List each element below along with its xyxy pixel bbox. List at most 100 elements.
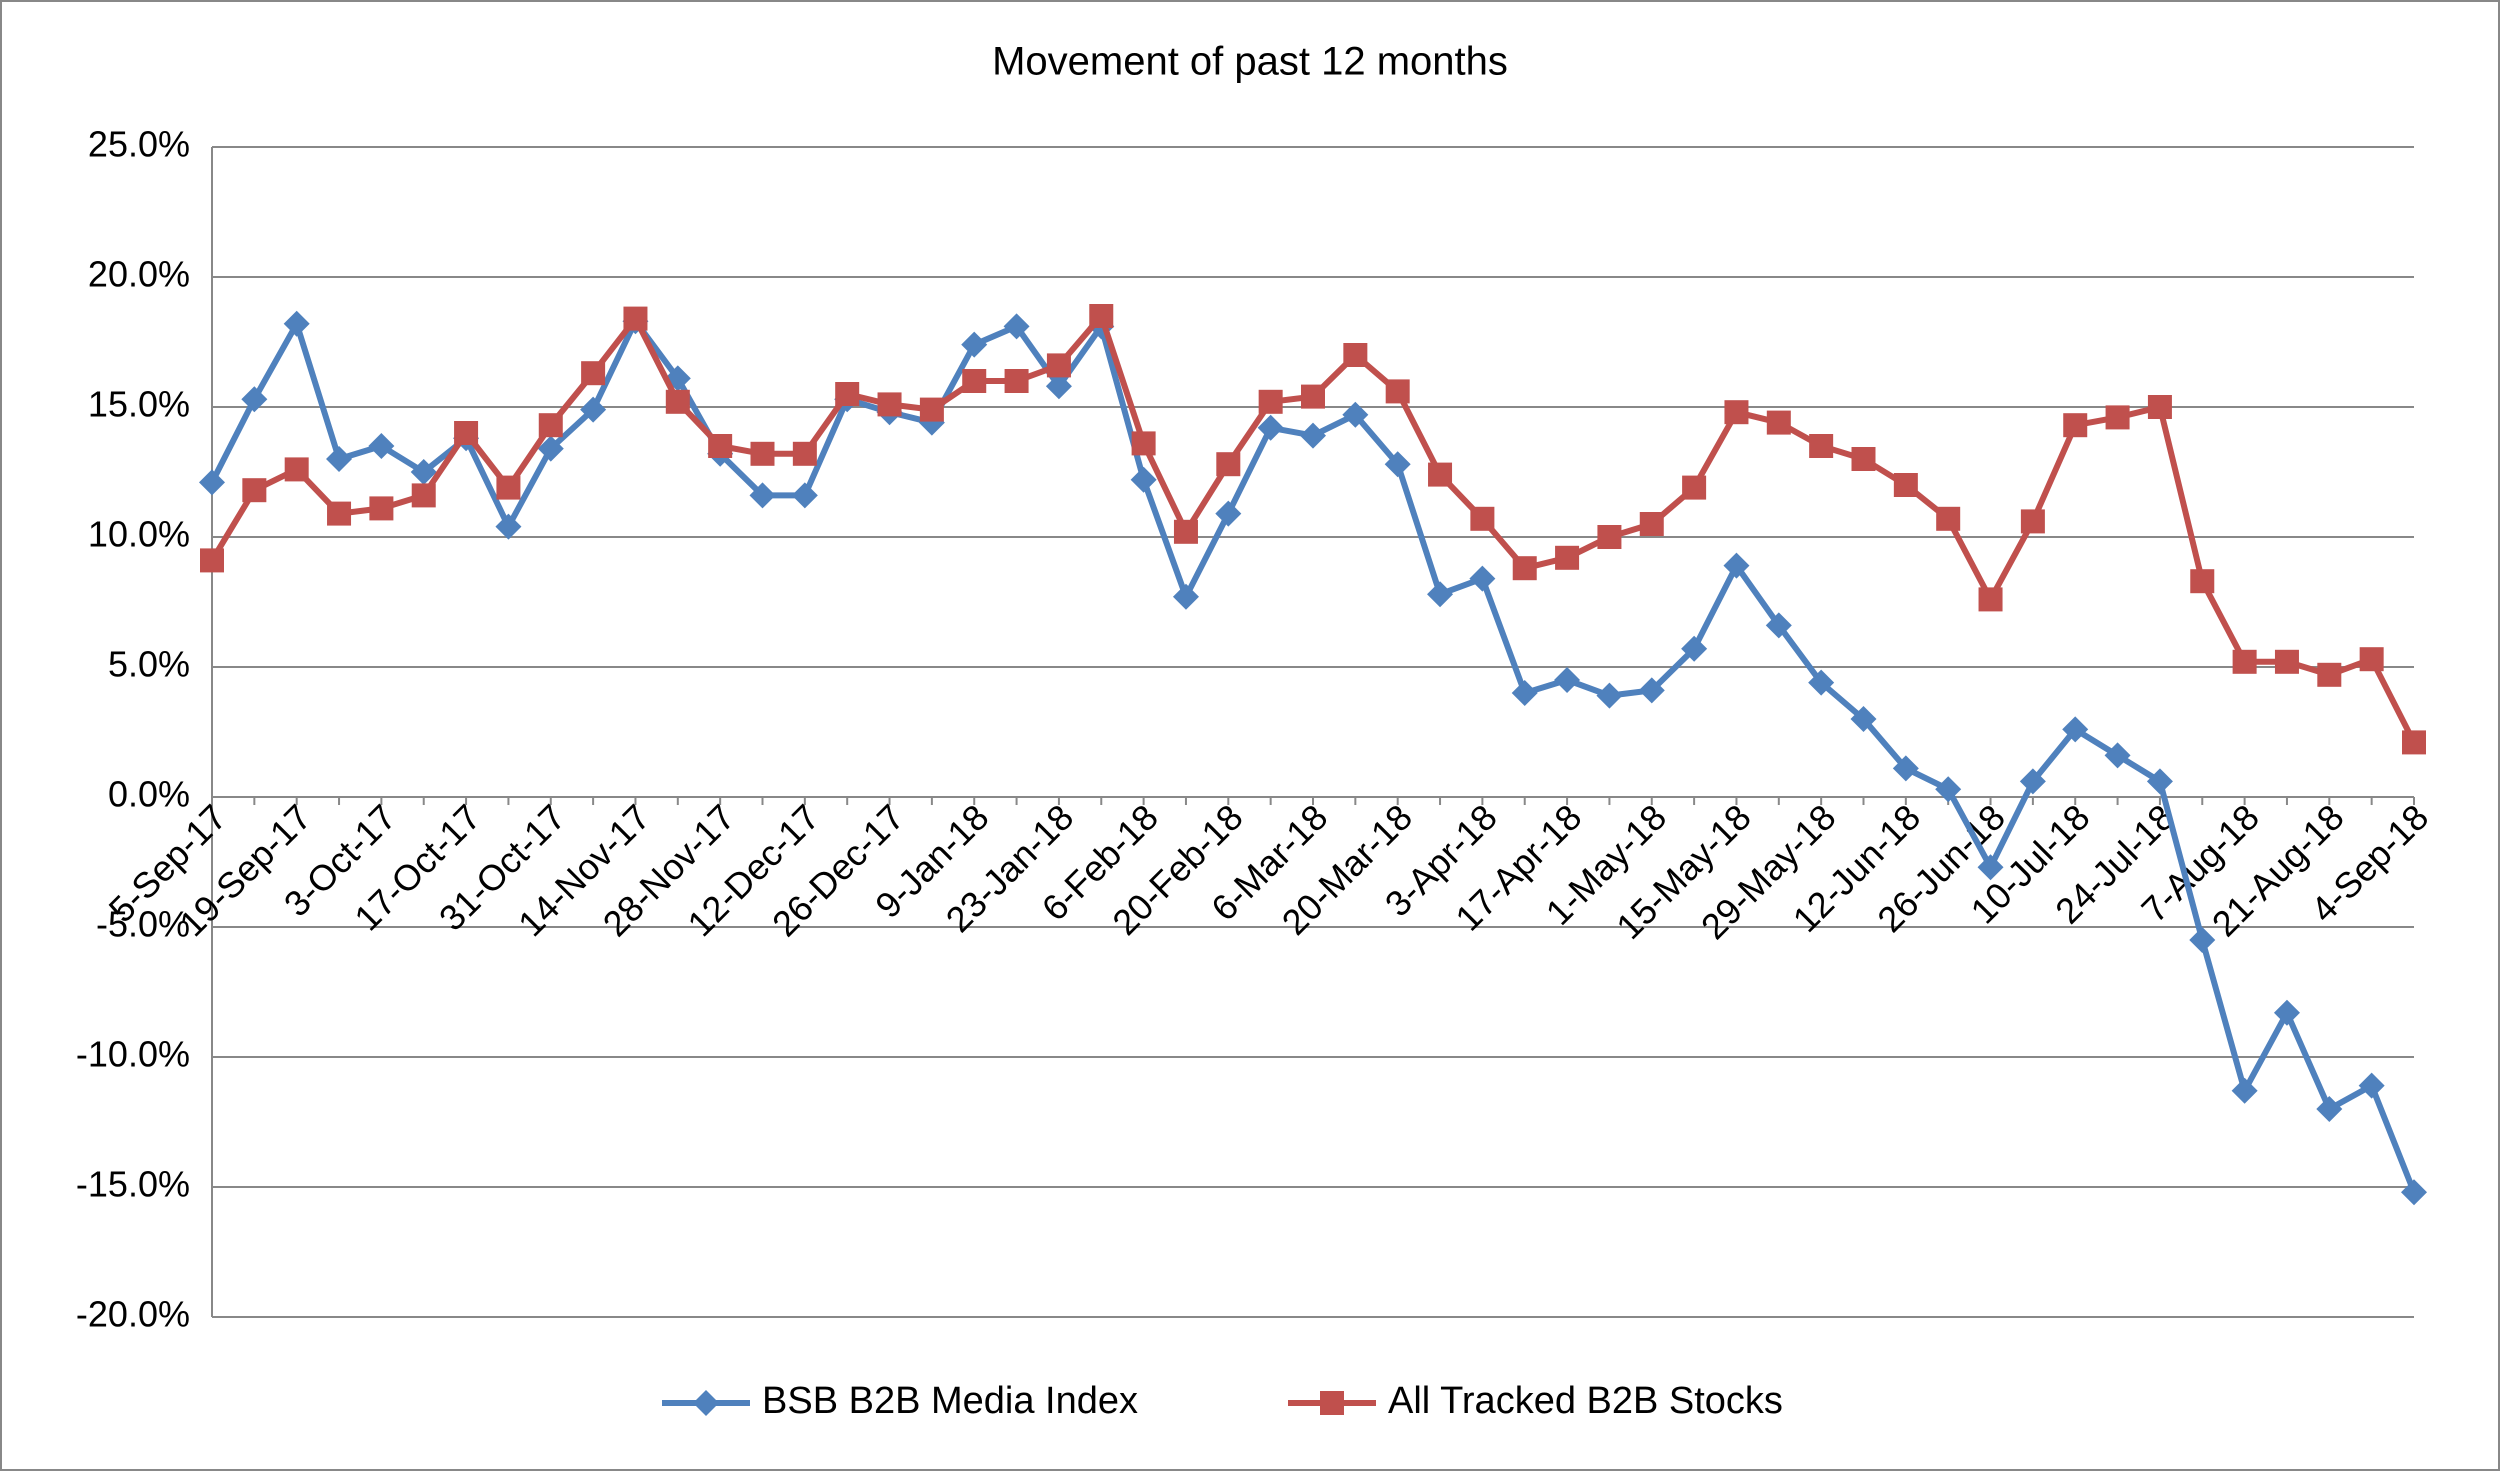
marker (1638, 677, 1665, 704)
marker (1850, 706, 1877, 732)
marker (581, 361, 606, 386)
marker (2231, 1077, 2258, 1104)
marker (410, 459, 437, 485)
marker (1343, 343, 1368, 367)
marker (1936, 506, 1961, 531)
marker (1469, 565, 1496, 592)
marker (1596, 682, 1623, 709)
marker (2062, 716, 2089, 743)
y-tick-label: 25.0% (88, 124, 190, 165)
marker (1215, 500, 1242, 527)
marker (665, 389, 690, 414)
marker (495, 513, 522, 540)
marker (1130, 466, 1157, 493)
marker (2274, 649, 2299, 674)
y-tick-label: 20.0% (88, 254, 190, 295)
marker (2019, 768, 2046, 795)
marker (961, 331, 988, 358)
marker (1428, 462, 1453, 487)
marker (623, 306, 648, 331)
marker (750, 441, 775, 466)
marker (1809, 434, 1834, 458)
marker (1427, 581, 1454, 608)
marker (1173, 519, 1198, 544)
marker (580, 396, 607, 423)
marker (411, 483, 436, 508)
marker (1301, 384, 1325, 409)
marker (2104, 742, 2131, 769)
marker (1384, 451, 1411, 478)
marker (1172, 583, 1199, 610)
marker (1131, 431, 1156, 456)
marker (242, 478, 267, 503)
marker (1003, 313, 1030, 340)
marker (1597, 525, 1622, 549)
marker (791, 482, 818, 509)
legend-label: All Tracked B2B Stocks (1388, 1380, 1783, 1422)
marker (2147, 395, 2172, 419)
marker (537, 435, 564, 462)
marker (1555, 545, 1580, 570)
marker (1723, 552, 1750, 579)
marker (454, 421, 479, 445)
y-tick-label: -10.0% (76, 1034, 190, 1075)
marker (538, 413, 563, 438)
marker (1977, 854, 2004, 881)
marker (1978, 587, 2003, 612)
marker (241, 386, 268, 413)
marker (326, 446, 353, 472)
series (200, 304, 2426, 755)
marker (2189, 927, 2216, 953)
marker (1089, 304, 1114, 328)
marker (2401, 1179, 2427, 1206)
marker (1554, 667, 1581, 693)
marker (1892, 755, 1919, 782)
marker (877, 392, 902, 417)
y-tick-label: -20.0% (76, 1294, 190, 1335)
marker (1512, 556, 1537, 581)
marker (1258, 389, 1283, 414)
marker (1639, 512, 1664, 536)
marker (327, 501, 352, 526)
y-tick-label: -15.0% (76, 1164, 190, 1205)
marker (368, 433, 395, 459)
marker (708, 434, 733, 458)
marker (1216, 452, 1241, 477)
marker (2020, 509, 2045, 534)
marker (749, 482, 776, 509)
marker (2273, 999, 2300, 1026)
marker (1851, 447, 1876, 471)
marker (962, 369, 987, 393)
marker (2146, 768, 2173, 795)
marker (1004, 369, 1029, 393)
marker (284, 457, 309, 482)
chart-title: Movement of past 12 months (992, 40, 1508, 84)
marker (1808, 669, 1835, 696)
marker (2402, 730, 2426, 755)
y-tick-label: 0.0% (108, 774, 190, 815)
marker (1681, 635, 1708, 662)
marker (2063, 413, 2088, 438)
marker (1470, 506, 1495, 531)
marker (283, 310, 310, 337)
marker (1385, 379, 1410, 404)
y-tick-label: -5.0% (96, 904, 190, 945)
marker (199, 469, 225, 496)
marker (1724, 400, 1749, 425)
marker (2359, 647, 2384, 672)
legend-label: BSB B2B Media Index (762, 1380, 1138, 1422)
marker (1765, 612, 1792, 639)
marker (1046, 353, 1071, 378)
marker (2317, 662, 2342, 687)
marker (2358, 1072, 2385, 1099)
marker (1342, 401, 1369, 428)
y-tick-label: 5.0% (108, 644, 190, 685)
marker (919, 397, 944, 422)
marker (369, 496, 394, 521)
marker (1511, 680, 1538, 706)
marker (1300, 422, 1326, 449)
marker (792, 441, 817, 466)
marker (1320, 1391, 1344, 1415)
marker (1682, 475, 1707, 500)
